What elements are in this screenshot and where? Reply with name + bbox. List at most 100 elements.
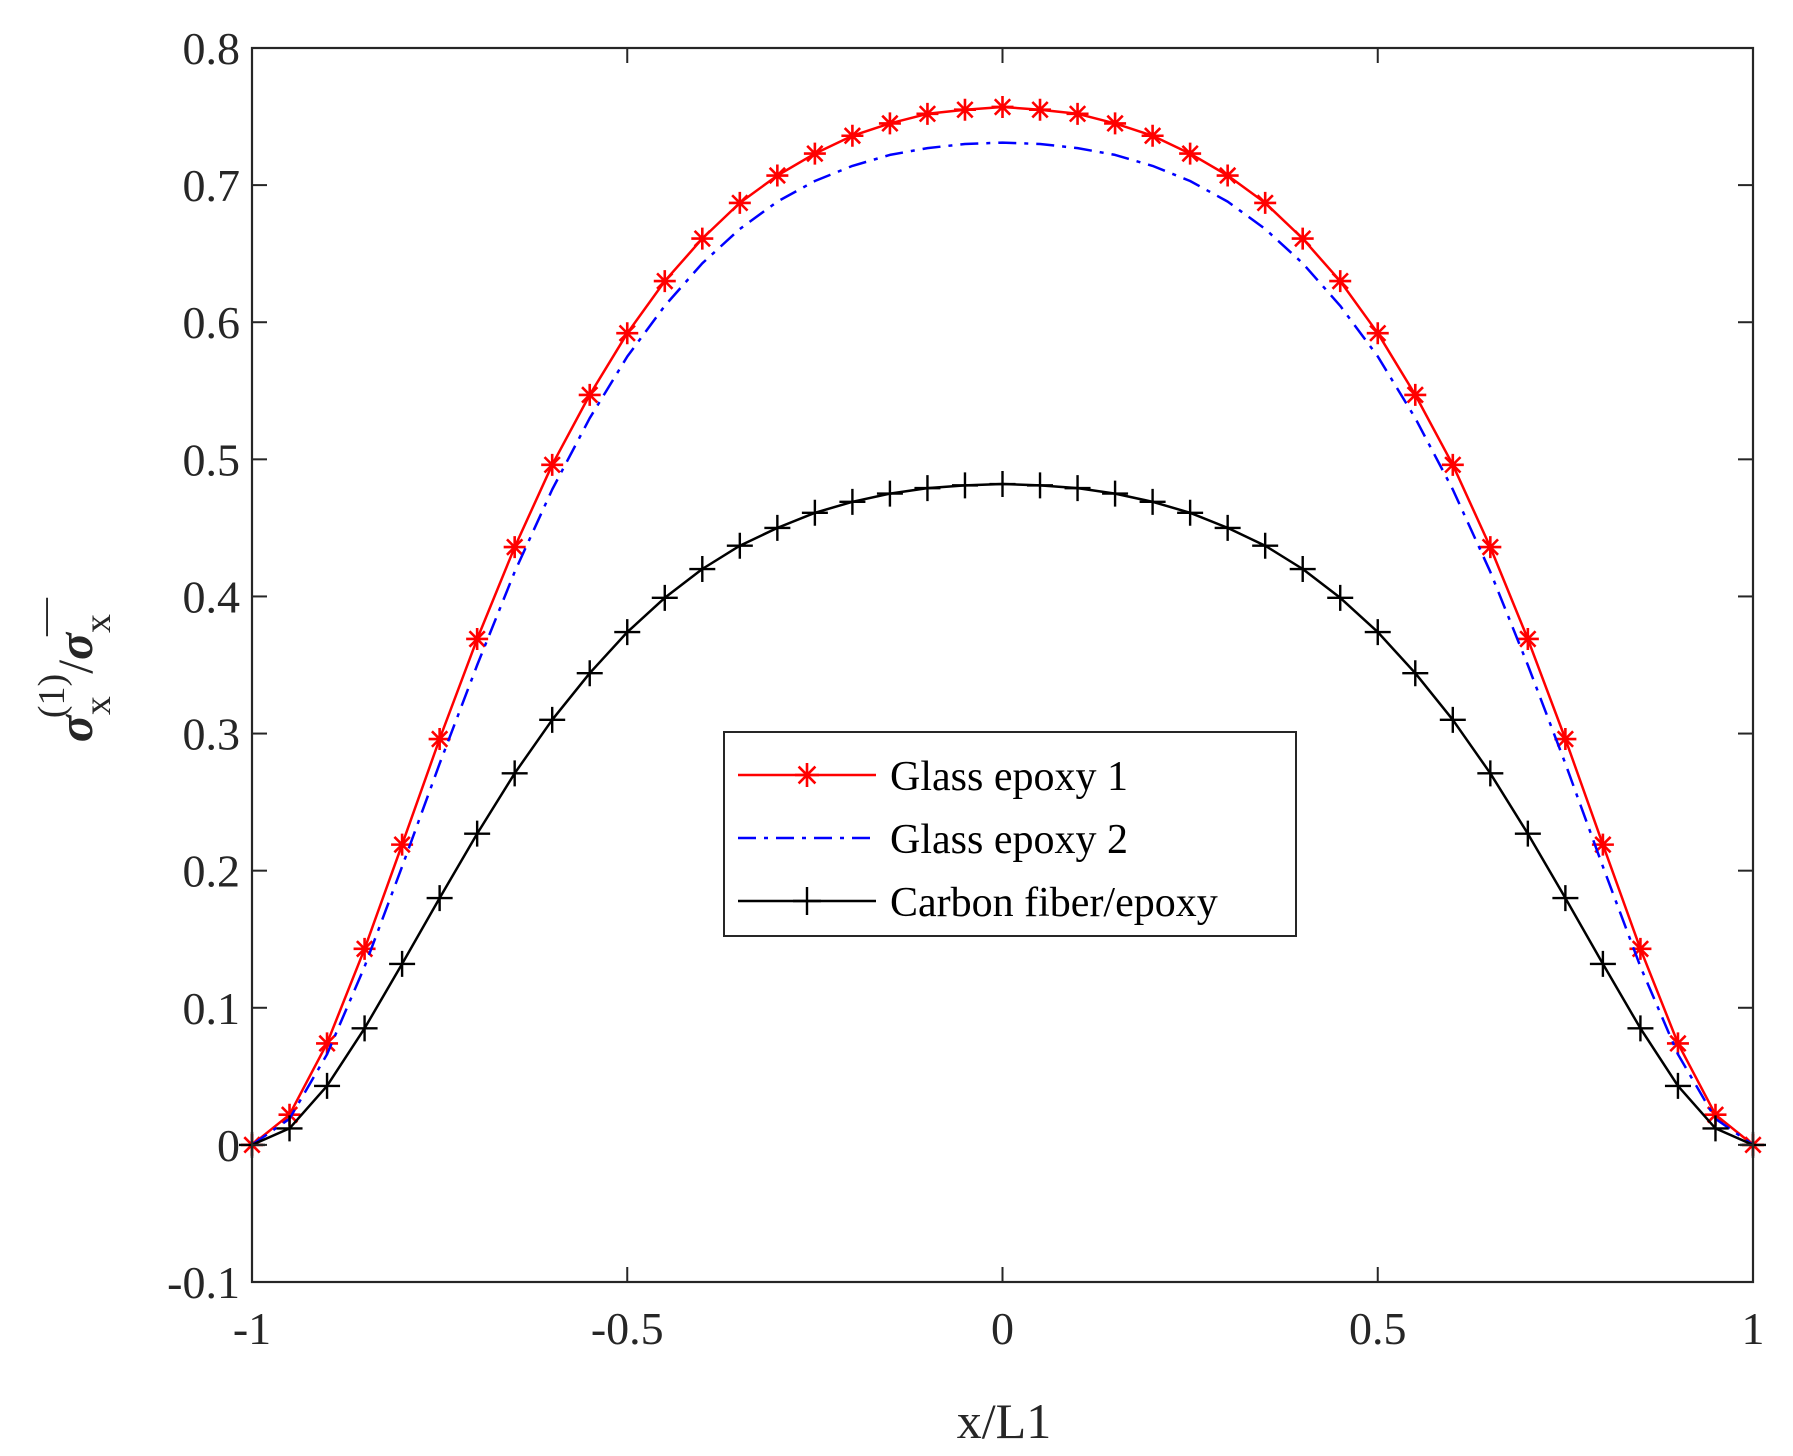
data-point-glass-epoxy-1-5: [428, 728, 451, 751]
data-point-glass-epoxy-1-36: [1591, 833, 1614, 856]
legend-marker-carbon-fiber-epoxy: [793, 887, 821, 915]
data-point-glass-epoxy-1-28: [1291, 227, 1314, 250]
y-axis-label: σx(1)/σx—: [23, 597, 119, 742]
data-point-glass-epoxy-1-24: [1141, 124, 1164, 147]
data-point-glass-epoxy-1-32: [1441, 453, 1464, 476]
y-tick-label: 0.3: [183, 709, 241, 760]
data-point-glass-epoxy-1-20: [991, 95, 1014, 118]
x-tick-label: -0.5: [591, 1303, 664, 1354]
data-point-glass-epoxy-1-12: [691, 227, 714, 250]
data-point-glass-epoxy-1-3: [353, 937, 376, 960]
legend-label-glass-epoxy-1: Glass epoxy 1: [890, 754, 1128, 800]
data-point-carbon-fiber-epoxy-31: [1402, 660, 1429, 687]
data-point-carbon-fiber-epoxy-33: [1477, 760, 1504, 787]
data-point-carbon-fiber-epoxy-27: [1252, 532, 1279, 559]
data-point-carbon-fiber-epoxy-29: [1327, 584, 1354, 611]
series-line-glass-epoxy-2: [251, 141, 1754, 1146]
data-point-glass-epoxy-1-35: [1554, 728, 1577, 751]
data-point-glass-epoxy-1-33: [1479, 536, 1502, 559]
data-point-carbon-fiber-epoxy-3: [351, 1015, 378, 1042]
x-tick-label: 1: [1742, 1303, 1765, 1354]
legend-marker-asterisk: [795, 763, 819, 787]
y-label-sup: (1): [31, 674, 73, 718]
data-point-carbon-fiber-epoxy-11: [651, 584, 678, 611]
data-point-carbon-fiber-epoxy-24: [1139, 488, 1166, 515]
data-point-glass-epoxy-1-11: [653, 270, 676, 293]
data-point-carbon-fiber-epoxy-21: [1027, 472, 1054, 499]
series-glass-epoxy-2: [251, 141, 1754, 1146]
y-tick-label: 0.7: [183, 160, 241, 211]
y-tick-label: 0.4: [183, 571, 241, 622]
data-point-carbon-fiber-epoxy-5: [426, 885, 453, 912]
data-point-glass-epoxy-1-22: [1066, 102, 1089, 125]
x-tick-label: 0.5: [1349, 1303, 1407, 1354]
y-tick-label: 0: [217, 1120, 240, 1171]
data-point-glass-epoxy-1-6: [466, 627, 489, 650]
data-point-glass-epoxy-1-26: [1216, 164, 1239, 187]
data-point-glass-epoxy-1-2: [316, 1032, 339, 1055]
data-point-glass-epoxy-1-34: [1516, 627, 1539, 650]
data-point-carbon-fiber-epoxy-22: [1064, 475, 1091, 502]
data-point-glass-epoxy-1-25: [1179, 142, 1202, 165]
data-point-glass-epoxy-1-21: [1029, 98, 1052, 121]
y-tick-label: 0.8: [183, 23, 241, 74]
legend-marker-glass-epoxy-1: [795, 763, 819, 787]
y-tick-label: 0.5: [183, 434, 241, 485]
legend: Glass epoxy 1 Glass epoxy 2 Carbon fiber…: [723, 731, 1297, 937]
data-point-glass-epoxy-1-39: [1704, 1103, 1727, 1126]
y-tick-label: 0.1: [183, 983, 241, 1034]
data-point-glass-epoxy-1-9: [578, 383, 601, 406]
data-point-glass-epoxy-1-29: [1329, 270, 1352, 293]
data-point-carbon-fiber-epoxy-8: [539, 706, 566, 733]
data-point-carbon-fiber-epoxy-20: [989, 471, 1016, 498]
data-point-glass-epoxy-1-23: [1104, 112, 1127, 135]
legend-label-glass-epoxy-2: Glass epoxy 2: [890, 817, 1128, 863]
axes-layer: -1 -0.5 0 0.5 1 -0.1 0 0.1 0.2 0.3 0.4 0.5 0.6 0.7 0.8: [167, 23, 1764, 1354]
data-point-carbon-fiber-epoxy-19: [951, 472, 978, 499]
data-point-carbon-fiber-epoxy-12: [689, 556, 716, 583]
data-point-carbon-fiber-epoxy-37: [1627, 1015, 1654, 1042]
data-point-carbon-fiber-epoxy-38: [1664, 1072, 1691, 1099]
data-point-carbon-fiber-epoxy-28: [1289, 556, 1316, 583]
data-point-glass-epoxy-1-15: [803, 142, 826, 165]
data-point-carbon-fiber-epoxy-39: [1702, 1115, 1729, 1142]
data-point-carbon-fiber-epoxy-34: [1514, 820, 1541, 847]
legend-label-carbon-fiber-epoxy: Carbon fiber/epoxy: [890, 880, 1218, 926]
data-point-glass-epoxy-1-31: [1404, 383, 1427, 406]
data-point-glass-epoxy-1-16: [841, 124, 864, 147]
data-point-glass-epoxy-1-27: [1254, 191, 1277, 214]
data-point-carbon-fiber-epoxy-15: [801, 499, 828, 526]
data-point-carbon-fiber-epoxy-13: [726, 532, 753, 559]
data-point-carbon-fiber-epoxy-4: [389, 950, 416, 977]
y-tick-label: 0.2: [183, 846, 241, 897]
y-label-sigma: σ: [47, 713, 103, 742]
data-point-glass-epoxy-1-37: [1629, 937, 1652, 960]
data-point-carbon-fiber-epoxy-25: [1177, 499, 1204, 526]
data-point-glass-epoxy-1-10: [616, 322, 639, 345]
data-point-glass-epoxy-1-8: [541, 453, 564, 476]
data-point-carbon-fiber-epoxy-9: [576, 660, 603, 687]
data-point-carbon-fiber-epoxy-32: [1439, 706, 1466, 733]
data-point-glass-epoxy-1-30: [1366, 322, 1389, 345]
data-point-glass-epoxy-1-7: [503, 536, 526, 559]
data-point-carbon-fiber-epoxy-7: [501, 760, 528, 787]
data-point-glass-epoxy-1-14: [766, 164, 789, 187]
data-point-carbon-fiber-epoxy-14: [764, 514, 791, 541]
data-point-carbon-fiber-epoxy-6: [464, 820, 491, 847]
data-point-glass-epoxy-1-1: [278, 1103, 301, 1126]
data-point-carbon-fiber-epoxy-1: [276, 1115, 303, 1142]
data-point-carbon-fiber-epoxy-23: [1102, 480, 1129, 507]
data-point-glass-epoxy-1-4: [391, 833, 414, 856]
legend-marker-plus: [793, 887, 821, 915]
data-point-carbon-fiber-epoxy-26: [1214, 514, 1241, 541]
data-point-carbon-fiber-epoxy-17: [876, 480, 903, 507]
y-tick-label: -0.1: [167, 1257, 240, 1308]
x-tick-label: -1: [233, 1303, 271, 1354]
y-label-sub: x: [77, 696, 119, 715]
data-point-glass-epoxy-1-13: [728, 191, 751, 214]
data-point-glass-epoxy-1-38: [1666, 1032, 1689, 1055]
y-tick-label: 0.6: [183, 297, 241, 348]
data-point-carbon-fiber-epoxy-35: [1552, 885, 1579, 912]
data-point-carbon-fiber-epoxy-30: [1364, 619, 1391, 646]
